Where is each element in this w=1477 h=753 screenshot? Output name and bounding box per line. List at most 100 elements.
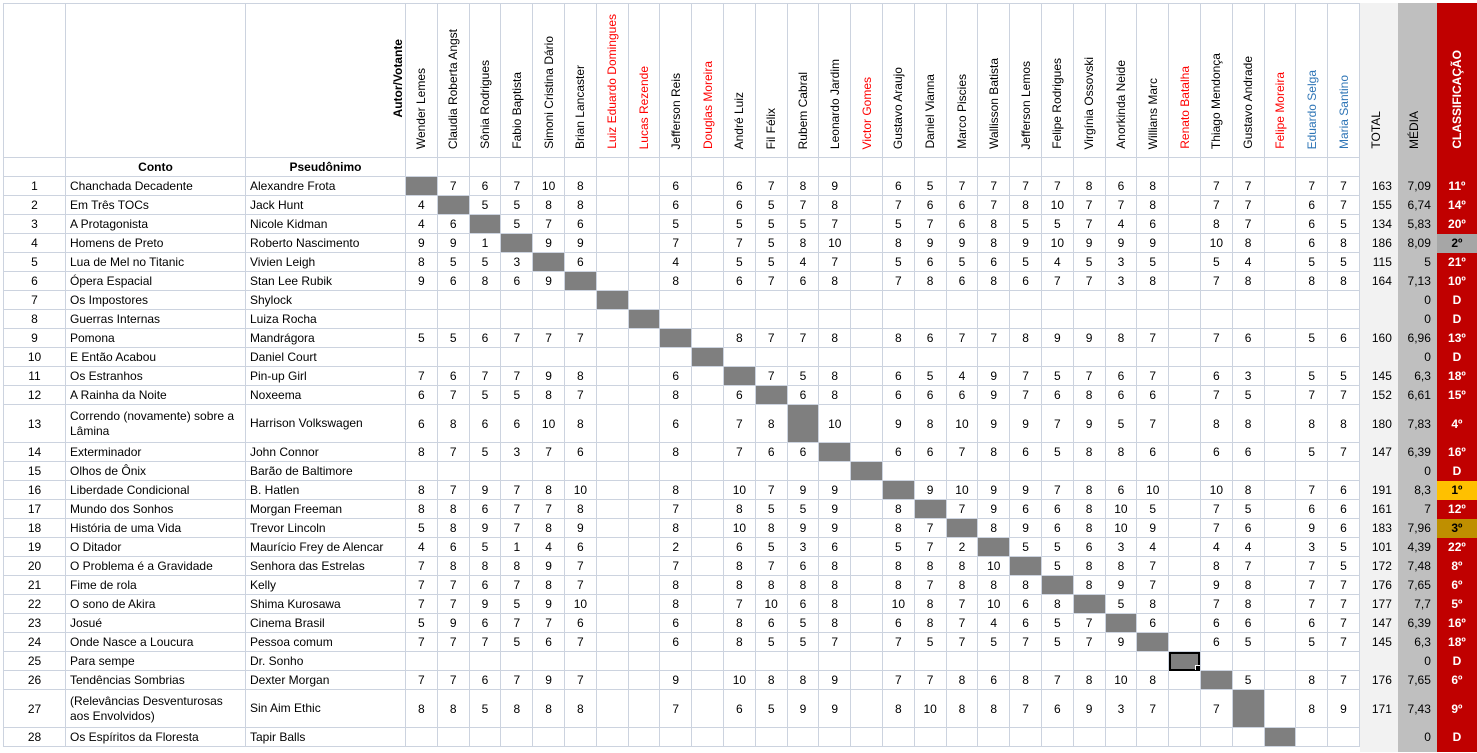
row-number-cell[interactable]: 20 — [3, 556, 66, 576]
blank-cell[interactable] — [1327, 157, 1360, 177]
vote-cell[interactable]: 6 — [659, 176, 693, 196]
vote-cell[interactable] — [1231, 290, 1265, 310]
row-number-cell[interactable]: 13 — [3, 404, 66, 443]
classification-cell[interactable]: 5º — [1435, 594, 1477, 614]
total-column-header[interactable]: TOTAL — [1358, 3, 1398, 158]
vote-cell[interactable]: 8 — [977, 233, 1011, 253]
vote-cell[interactable]: 6 — [977, 670, 1011, 690]
classification-cell[interactable]: D — [1435, 727, 1477, 747]
voter-column-header[interactable]: Douglas Moreira — [691, 3, 724, 158]
vote-cell[interactable]: 7 — [1295, 556, 1329, 576]
vote-cell[interactable] — [945, 651, 979, 671]
vote-cell[interactable]: 7 — [1231, 195, 1265, 215]
vote-cell[interactable] — [786, 347, 820, 367]
vote-cell[interactable] — [850, 518, 883, 538]
blank-cell[interactable] — [1231, 157, 1265, 177]
vote-cell[interactable]: 6 — [1009, 499, 1042, 519]
vote-cell[interactable]: 7 — [1040, 670, 1074, 690]
classification-cell[interactable]: 13º — [1435, 328, 1477, 348]
vote-cell[interactable]: 4 — [1040, 252, 1074, 272]
vote-cell[interactable]: 5 — [1040, 366, 1074, 386]
media-cell[interactable]: 6,39 — [1396, 442, 1437, 462]
vote-cell[interactable]: 5 — [500, 195, 534, 215]
vote-cell[interactable] — [1136, 347, 1170, 367]
vote-cell[interactable] — [1199, 309, 1233, 329]
vote-cell[interactable] — [1168, 404, 1201, 443]
vote-cell[interactable]: 8 — [659, 594, 693, 614]
vote-cell[interactable]: 7 — [1327, 670, 1360, 690]
vote-cell[interactable] — [532, 651, 565, 671]
vote-cell[interactable] — [691, 290, 724, 310]
voter-column-header[interactable]: Leonardo Jardim — [818, 3, 852, 158]
row-number-cell[interactable]: 18 — [3, 518, 66, 538]
vote-cell[interactable] — [1168, 290, 1201, 310]
vote-cell[interactable] — [1168, 613, 1201, 633]
vote-cell[interactable] — [1263, 347, 1297, 367]
vote-cell[interactable]: 6 — [913, 252, 947, 272]
author-cell[interactable] — [436, 195, 470, 215]
vote-cell[interactable]: 7 — [1295, 176, 1329, 196]
row-number-cell[interactable]: 26 — [3, 670, 66, 690]
vote-cell[interactable] — [754, 290, 788, 310]
vote-cell[interactable]: 8 — [1136, 594, 1170, 614]
vote-cell[interactable]: 9 — [405, 271, 438, 291]
voter-column-header[interactable]: Lucas Rezende — [627, 3, 661, 158]
row-number-cell[interactable]: 22 — [3, 594, 66, 614]
vote-cell[interactable]: 8 — [722, 499, 756, 519]
vote-cell[interactable]: 6 — [881, 385, 915, 405]
vote-cell[interactable]: 9 — [1327, 689, 1360, 728]
vote-cell[interactable]: 7 — [1295, 385, 1329, 405]
author-cell[interactable] — [1040, 575, 1074, 595]
vote-cell[interactable]: 10 — [1104, 518, 1138, 538]
vote-cell[interactable] — [627, 271, 661, 291]
vote-cell[interactable]: 8 — [1231, 233, 1265, 253]
vote-cell[interactable]: 7 — [945, 594, 979, 614]
vote-cell[interactable]: 6 — [1231, 328, 1265, 348]
vote-cell[interactable]: 8 — [1104, 328, 1138, 348]
vote-cell[interactable]: 8 — [818, 575, 852, 595]
vote-cell[interactable]: 9 — [1072, 328, 1106, 348]
vote-cell[interactable]: 8 — [468, 271, 502, 291]
vote-cell[interactable] — [468, 309, 502, 329]
voter-column-header[interactable]: Simoni Cristina Dário — [532, 3, 565, 158]
vote-cell[interactable]: 5 — [1295, 252, 1329, 272]
blank-cell[interactable] — [500, 157, 534, 177]
pseudonym-cell[interactable]: Pin-up Girl — [245, 366, 406, 386]
blank-cell[interactable] — [691, 157, 724, 177]
blank-cell[interactable] — [850, 157, 883, 177]
pseudonym-cell[interactable]: Kelly — [245, 575, 406, 595]
vote-cell[interactable]: 5 — [405, 518, 438, 538]
vote-cell[interactable] — [1263, 575, 1297, 595]
media-cell[interactable]: 7,96 — [1396, 518, 1437, 538]
vote-cell[interactable]: 5 — [500, 385, 534, 405]
vote-cell[interactable]: 9 — [468, 518, 502, 538]
blank-cell[interactable] — [754, 157, 788, 177]
classification-cell[interactable]: 1º — [1435, 480, 1477, 500]
vote-cell[interactable] — [1263, 328, 1297, 348]
vote-cell[interactable]: 5 — [1231, 670, 1265, 690]
vote-cell[interactable]: 8 — [754, 404, 788, 443]
vote-cell[interactable]: 10 — [563, 480, 597, 500]
vote-cell[interactable] — [850, 347, 883, 367]
vote-cell[interactable]: 10 — [563, 594, 597, 614]
vote-cell[interactable]: 3 — [1295, 537, 1329, 557]
vote-cell[interactable]: 7 — [722, 594, 756, 614]
vote-cell[interactable]: 7 — [1327, 594, 1360, 614]
vote-cell[interactable] — [850, 271, 883, 291]
vote-cell[interactable] — [1104, 309, 1138, 329]
classification-cell[interactable]: 14º — [1435, 195, 1477, 215]
author-cell[interactable] — [977, 537, 1011, 557]
vote-cell[interactable]: 4 — [786, 252, 820, 272]
voter-column-header[interactable]: Victor Gomes — [850, 3, 883, 158]
vote-cell[interactable] — [1072, 347, 1106, 367]
vote-cell[interactable] — [850, 252, 883, 272]
vote-cell[interactable] — [1168, 328, 1201, 348]
classification-cell[interactable]: D — [1435, 651, 1477, 671]
vote-cell[interactable]: 7 — [945, 632, 979, 652]
media-cell[interactable]: 7,09 — [1396, 176, 1437, 196]
vote-cell[interactable] — [1327, 290, 1360, 310]
voter-column-header[interactable]: Thiago Mendonça — [1199, 3, 1233, 158]
total-cell[interactable] — [1358, 727, 1398, 747]
total-cell[interactable]: 163 — [1358, 176, 1398, 196]
vote-cell[interactable] — [627, 195, 661, 215]
